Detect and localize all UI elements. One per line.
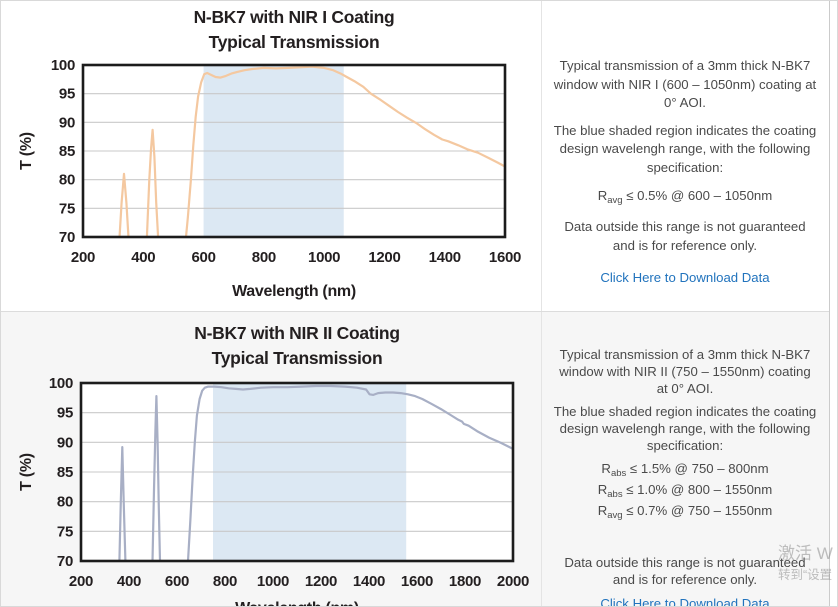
y-tick-label: 80 (57, 494, 73, 511)
y-axis-label: T (%) (18, 453, 35, 491)
y-tick-label: 90 (59, 114, 75, 131)
x-tick-label: 400 (117, 573, 141, 590)
transmission-curve (118, 384, 513, 561)
x-tick-label: 1400 (429, 249, 461, 266)
nir2-chart-cell: N-BK7 with NIR II Coating Typical Transmi… (1, 312, 541, 607)
y-tick-label: 100 (49, 375, 73, 392)
x-axis-label: Wavelength (nm) (232, 283, 356, 300)
x-tick-label: 600 (165, 573, 189, 590)
intro-text: Typical transmission of a 3mm thick N-BK… (553, 58, 817, 110)
plot-border (81, 63, 507, 239)
spec-lines: Rabs ≤ 1.5% @ 750 – 800nm Rabs ≤ 1.0% @ 8… (553, 461, 817, 524)
download-data-link[interactable]: Click Here to Download Data (600, 270, 770, 285)
x-tick-label: 400 (131, 249, 155, 266)
windows-activation-watermark-line2: 转到“设置 (778, 568, 833, 582)
disclaimer-text: Data outside this range is not guarantee… (564, 219, 806, 253)
x-tick-label: 800 (213, 573, 237, 590)
y-tick-label: 75 (57, 523, 73, 540)
nir2-description-panel: Typical transmission of a 3mm thick N-BK… (541, 312, 828, 607)
x-axis-label: Wavelength (nm) (235, 600, 359, 607)
y-tick-label: 100 (51, 57, 75, 74)
x-tick-label: 1400 (353, 573, 385, 590)
nir2-transmission-chart: N-BK7 with NIR II Coating Typical Transmi… (18, 323, 529, 607)
x-tick-label: 1200 (368, 249, 400, 266)
spec-line: Ravg ≤ 0.7% @ 750 – 1550nm (597, 503, 773, 521)
chart-subtitle: Typical Transmission (212, 348, 383, 368)
x-tick-label: 1200 (305, 573, 337, 590)
nir1-transmission-chart: N-BK7 with NIR I Coating Typical Transmis… (18, 7, 521, 300)
spec-line: Ravg ≤ 0.5% @ 600 – 1050nm (597, 188, 773, 206)
plot-border (79, 381, 515, 563)
windows-activation-watermark-line1: 激活 W (778, 544, 833, 563)
nir1-chart-cell: N-BK7 with NIR I Coating Typical Transmis… (1, 1, 541, 311)
x-tick-label: 1800 (449, 573, 481, 590)
x-tick-label: 200 (71, 249, 95, 266)
y-tick-label: 95 (57, 405, 73, 422)
right-page-margin (830, 1, 837, 606)
chart-title: N-BK7 with NIR II Coating (194, 323, 399, 343)
chart-subtitle: Typical Transmission (209, 32, 380, 52)
x-tick-label: 2000 (497, 573, 529, 590)
y-tick-label: 85 (59, 143, 75, 160)
y-tick-label: 85 (57, 464, 73, 481)
x-tick-label: 1000 (308, 249, 340, 266)
intro-text: Typical transmission of a 3mm thick N-BK… (559, 347, 811, 396)
y-axis-label: T (%) (18, 132, 35, 170)
x-tick-label: 600 (192, 249, 216, 266)
spec-lines: Ravg ≤ 0.5% @ 600 – 1050nm (553, 187, 817, 209)
shaded-region-note: The blue shaded region indicates the coa… (553, 122, 817, 175)
disclaimer-text: Data outside this range is not guarantee… (564, 555, 806, 587)
x-tick-label: 1600 (401, 573, 433, 590)
y-tick-label: 90 (57, 434, 73, 451)
right-page-border (829, 1, 830, 606)
y-tick-label: 70 (59, 229, 75, 246)
x-tick-label: 200 (69, 573, 93, 590)
x-tick-label: 1000 (257, 573, 289, 590)
shaded-region-note: The blue shaded region indicates the coa… (553, 404, 817, 453)
y-tick-label: 95 (59, 86, 75, 103)
y-tick-label: 70 (57, 553, 73, 570)
row-divider (1, 311, 837, 312)
chart-title: N-BK7 with NIR I Coating (194, 7, 395, 27)
download-data-link[interactable]: Click Here to Download Data (600, 596, 770, 607)
spec-line: Rabs ≤ 1.0% @ 800 – 1550nm (597, 482, 773, 500)
nir1-section: N-BK7 with NIR I Coating Typical Transmis… (1, 1, 837, 311)
transmission-curve (118, 65, 505, 237)
y-tick-label: 75 (59, 200, 75, 217)
nir2-section: N-BK7 with NIR II Coating Typical Transmi… (1, 312, 837, 607)
x-tick-label: 800 (252, 249, 276, 266)
spec-line: Rabs ≤ 1.5% @ 750 – 800nm (601, 461, 769, 479)
nir1-description-panel: Typical transmission of a 3mm thick N-BK… (541, 1, 828, 311)
y-tick-label: 80 (59, 172, 75, 189)
x-tick-label: 1600 (489, 249, 521, 266)
